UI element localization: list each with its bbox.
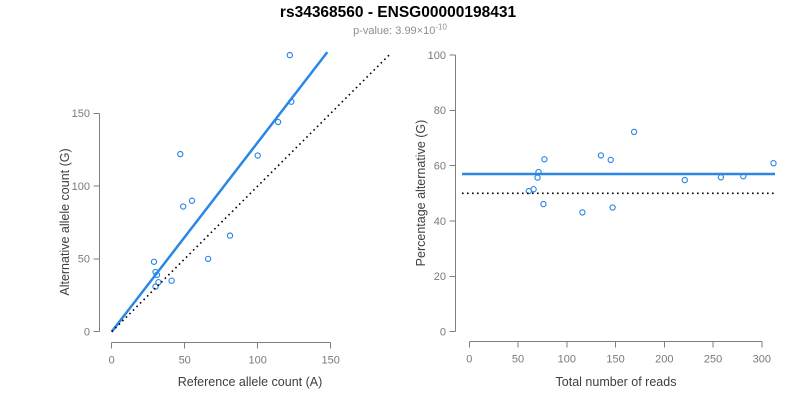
x-tick-label: 250: [704, 354, 722, 366]
y-tick-label: 40: [434, 216, 446, 228]
left-y-axis-title: Alternative allele count (G): [58, 148, 72, 295]
data-point: [204, 255, 212, 263]
right-plot-percentage-reads: Total number of reads Percentage alterna…: [414, 50, 777, 389]
data-point: [541, 156, 548, 163]
data-point: [607, 156, 614, 164]
x-tick-label: 0: [109, 355, 115, 367]
identity-line: [111, 53, 391, 333]
x-tick-label: 50: [179, 355, 191, 367]
y-tick-label: 50: [78, 254, 90, 266]
x-tick-label: 150: [606, 354, 624, 366]
data-point: [579, 209, 586, 216]
y-tick-label: 80: [434, 105, 446, 117]
data-point: [534, 174, 541, 181]
y-tick-label: 60: [434, 160, 446, 172]
y-tick-label: 0: [440, 327, 446, 339]
data-point: [540, 200, 547, 208]
x-tick-label: 300: [753, 354, 771, 366]
fit-line: [110, 51, 329, 333]
data-point: [180, 203, 187, 210]
data-point: [254, 152, 261, 159]
y-tick-label: 100: [72, 181, 90, 193]
figure-title: rs34368560 - ENSG00000198431: [280, 4, 517, 21]
x-tick-label: 100: [249, 355, 267, 367]
subtitle-exponent: -10: [435, 23, 447, 32]
data-point: [155, 279, 162, 286]
data-point: [274, 118, 282, 126]
data-point: [530, 186, 537, 193]
right-y-axis-title: Percentage alternative (G): [414, 120, 428, 267]
y-tick-label: 20: [434, 271, 446, 283]
y-tick-label: 100: [428, 50, 446, 62]
data-point: [188, 197, 196, 204]
data-point: [630, 128, 638, 136]
data-point: [597, 152, 605, 159]
subtitle-main: p-value: 3.99×10: [353, 25, 435, 37]
data-point: [152, 283, 159, 290]
data-point: [226, 232, 234, 239]
data-point: [609, 204, 616, 211]
data-point: [717, 174, 725, 181]
data-point: [286, 51, 293, 59]
x-tick-label: 100: [558, 354, 576, 366]
x-tick-label: 0: [466, 354, 472, 366]
y-tick-label: 0: [84, 327, 90, 339]
left-plot-allele-counts: Reference allele count (A) Alternative a…: [58, 51, 391, 389]
data-point: [770, 160, 777, 167]
data-point: [177, 150, 184, 158]
left-x-axis-title: Reference allele count (A): [178, 375, 323, 389]
data-point: [168, 277, 175, 284]
x-tick-label: 150: [322, 355, 340, 367]
x-tick-label: 200: [655, 354, 673, 366]
figure-subtitle: p-value: 3.99×10-10: [353, 23, 447, 38]
data-point: [150, 258, 158, 265]
y-tick-label: 150: [72, 108, 90, 120]
x-tick-label: 50: [512, 354, 524, 366]
data-point: [681, 176, 688, 184]
right-x-axis-title: Total number of reads: [556, 375, 677, 389]
